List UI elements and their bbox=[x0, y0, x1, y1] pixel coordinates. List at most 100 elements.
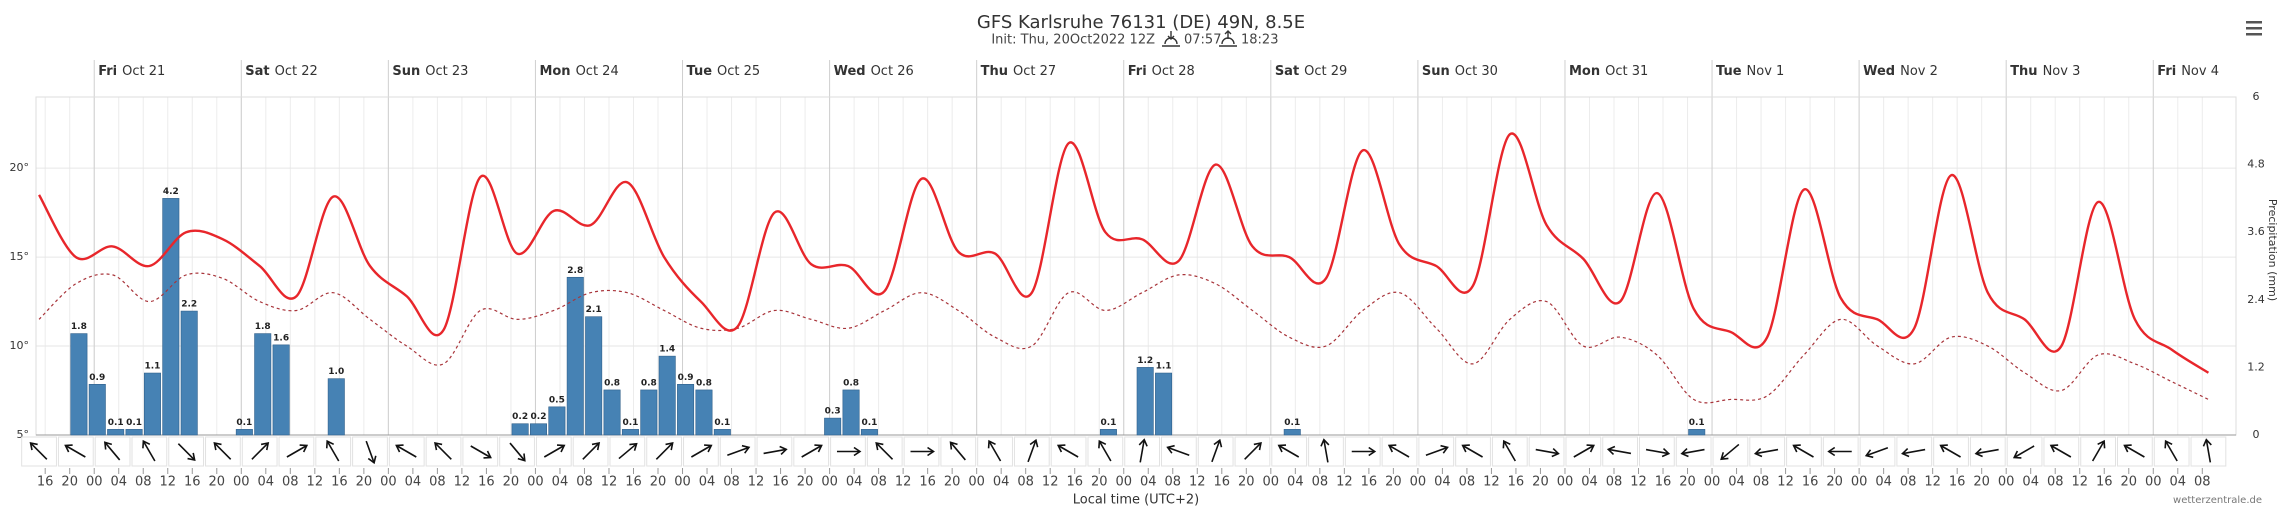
x-tick-label: 16 bbox=[772, 475, 789, 490]
x-tick-label: 00 bbox=[1851, 475, 1868, 490]
wind-head bbox=[1387, 444, 1397, 453]
wind-shaft bbox=[286, 445, 307, 458]
precip-bar bbox=[88, 383, 106, 436]
wind-cell bbox=[1418, 436, 1455, 467]
wind-head bbox=[1138, 438, 1148, 447]
wind-arrow bbox=[801, 444, 823, 458]
x-tick-label: 00 bbox=[1998, 475, 2015, 490]
x-tick-label: 00 bbox=[1557, 475, 1574, 490]
wind-head bbox=[665, 441, 674, 451]
precip-label: 0.8 bbox=[641, 378, 657, 388]
x-tick-label: 16 bbox=[1655, 475, 1672, 490]
wind-cell bbox=[1528, 436, 1565, 467]
wind-shaft bbox=[2205, 440, 2212, 463]
x-tick-label: 20 bbox=[1385, 475, 1402, 490]
x-tick-label: 20 bbox=[503, 475, 520, 490]
wind-shaft bbox=[876, 443, 894, 460]
wind-head bbox=[1586, 444, 1595, 453]
wind-cell bbox=[241, 436, 278, 467]
wind-head bbox=[927, 446, 935, 457]
wind-arrow bbox=[655, 441, 674, 460]
wind-shaft bbox=[690, 445, 711, 458]
precip-label: 0.1 bbox=[1284, 418, 1300, 428]
wind-head bbox=[2097, 439, 2106, 449]
wind-cell bbox=[1639, 436, 1675, 467]
x-tick-label: 12 bbox=[895, 475, 912, 490]
wind-shaft bbox=[727, 446, 749, 457]
wind-arrow bbox=[2012, 445, 2035, 459]
wind-shaft bbox=[1573, 445, 1594, 458]
wind-cell bbox=[1050, 436, 1087, 467]
precip-bar bbox=[566, 276, 584, 436]
wind-head bbox=[2123, 444, 2132, 453]
x-tick-label: 12 bbox=[1483, 475, 1500, 490]
x-tick-label: 20 bbox=[356, 475, 373, 490]
x-tick-label: 20 bbox=[1973, 475, 1990, 490]
wind-arrow bbox=[1939, 444, 1961, 458]
x-tick-label: 20 bbox=[1826, 475, 1843, 490]
menu-button[interactable] bbox=[2246, 21, 2262, 36]
x-tick-label: 20 bbox=[1679, 475, 1696, 490]
x-tick-label: 08 bbox=[429, 475, 446, 490]
day-label: Fri Oct 28 bbox=[1128, 64, 1195, 79]
wind-arrow bbox=[64, 444, 86, 458]
precip-bar bbox=[162, 198, 180, 436]
day-weekday: Sun bbox=[1422, 64, 1450, 79]
wind-arrow bbox=[543, 444, 566, 458]
x-tick-label: 20 bbox=[944, 475, 961, 490]
x-tick-label: 16 bbox=[1361, 475, 1378, 490]
wind-arrow bbox=[325, 439, 340, 462]
precip-label: 1.8 bbox=[71, 322, 87, 332]
wind-head bbox=[1661, 448, 1671, 458]
credit: wetterzentrale.de bbox=[2173, 495, 2262, 506]
wind-head bbox=[64, 444, 73, 453]
x-tick-label: 12 bbox=[1042, 475, 1059, 490]
y2-tick-label: 3.6 bbox=[2247, 225, 2265, 238]
wind-shaft bbox=[396, 445, 417, 458]
precip-label: 4.2 bbox=[163, 187, 179, 197]
wind-arrow bbox=[286, 444, 309, 458]
wind-head bbox=[517, 453, 526, 462]
x-tick-label: 08 bbox=[135, 475, 152, 490]
wind-shaft bbox=[1244, 443, 1261, 460]
wind-cell bbox=[2080, 436, 2117, 467]
wind-cell bbox=[352, 436, 388, 467]
precip-bar bbox=[824, 417, 842, 436]
wind-arrow bbox=[2091, 439, 2106, 462]
x-tick-label: 00 bbox=[1704, 475, 1721, 490]
wind-cell bbox=[1602, 436, 1639, 467]
wind-shaft bbox=[655, 443, 673, 460]
x-tick-label: 00 bbox=[1263, 475, 1280, 490]
precip-bar bbox=[548, 406, 566, 436]
precip-bar bbox=[70, 333, 88, 436]
y2-tick-label: 4.8 bbox=[2247, 158, 2265, 171]
wind-cell bbox=[425, 436, 462, 467]
wind-head bbox=[103, 441, 113, 450]
x-tick-label: 08 bbox=[1606, 475, 1623, 490]
precip-bar bbox=[677, 383, 695, 436]
x-tick-label: 08 bbox=[1017, 475, 1034, 490]
wind-head bbox=[2164, 439, 2173, 449]
wind-shaft bbox=[618, 443, 637, 460]
plot-layers: 16 20 00 04 08 12 16 20 00 04 08 12 16 20 00 04 08 12 16 20… bbox=[10, 60, 2279, 508]
wind-shaft bbox=[1721, 443, 1740, 460]
wind-cell bbox=[94, 436, 131, 467]
day-weekday: Tue bbox=[687, 64, 713, 79]
wind-shaft bbox=[365, 440, 375, 463]
day-label: Sat Oct 29 bbox=[1275, 64, 1348, 79]
wind-arrow bbox=[987, 439, 1002, 462]
day-label: Mon Oct 31 bbox=[1569, 64, 1648, 79]
day-label: Wed Nov 2 bbox=[1863, 64, 1938, 79]
wind-arrow bbox=[2202, 438, 2212, 463]
y2-axis-title: Precipitation (mm) bbox=[2266, 199, 2279, 301]
wind-head bbox=[213, 441, 222, 451]
x-tick-label: 16 bbox=[37, 475, 54, 490]
x-tick-label: 12 bbox=[1630, 475, 1647, 490]
day-label: Fri Nov 4 bbox=[2157, 64, 2219, 79]
precip-bar bbox=[327, 378, 345, 436]
wind-arrow bbox=[1461, 444, 1483, 458]
precip-label: 1.1 bbox=[1156, 362, 1172, 372]
wind-cell bbox=[1565, 436, 1602, 467]
wind-head bbox=[1029, 438, 1039, 448]
wind-arrow bbox=[1387, 444, 1410, 458]
